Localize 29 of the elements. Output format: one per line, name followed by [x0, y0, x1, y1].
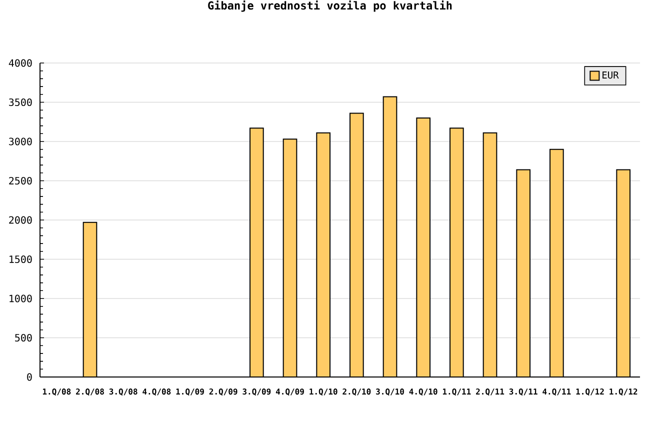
y-tick-label: 1000	[10, 294, 32, 302]
x-tick-label: 2.Q/10	[342, 388, 371, 396]
x-tick-label: 4.Q/11	[542, 388, 571, 396]
chart-title: Gibanje vrednosti vozila po kvartalih	[208, 0, 452, 12]
x-tick-label: 1.Q/09	[176, 388, 204, 396]
x-tick-label: 1.Q/08	[42, 388, 71, 396]
x-tick-label: 2.Q/11	[476, 388, 504, 396]
x-tick-label: 1.Q/11	[442, 388, 471, 396]
x-tick-label: 4.Q/08	[142, 388, 171, 396]
x-tick-label: 3.Q/09	[242, 388, 271, 396]
x-tick-label: 4.Q/10	[409, 388, 438, 396]
y-tick-label: 3000	[9, 138, 32, 146]
y-tick-label: 4000	[8, 59, 32, 67]
x-tick-label: 1.Q/12	[610, 388, 638, 396]
x-tick-label: 3.Q/08	[109, 388, 138, 396]
y-tick-label: 1500	[10, 255, 32, 264]
y-tick-label: 2500	[9, 176, 32, 185]
x-tick-label: 4.Q/09	[276, 388, 304, 396]
x-tick-label: 1.Q/10	[310, 388, 338, 396]
x-tick-label: 3.Q/11	[509, 388, 538, 396]
y-tick-label: 500	[15, 334, 32, 342]
y-tick-label: 3500	[9, 98, 32, 106]
x-tick-label: 1.Q/12	[576, 388, 604, 396]
y-tick-label: 2000	[9, 216, 32, 224]
y-tick-label: 0	[27, 373, 32, 381]
x-tick-label: 2.Q/08	[76, 388, 104, 396]
x-tick-label: 2.Q/09	[209, 388, 238, 396]
legend-label: EUR	[602, 72, 619, 79]
x-tick-label: 3.Q/10	[376, 388, 404, 396]
